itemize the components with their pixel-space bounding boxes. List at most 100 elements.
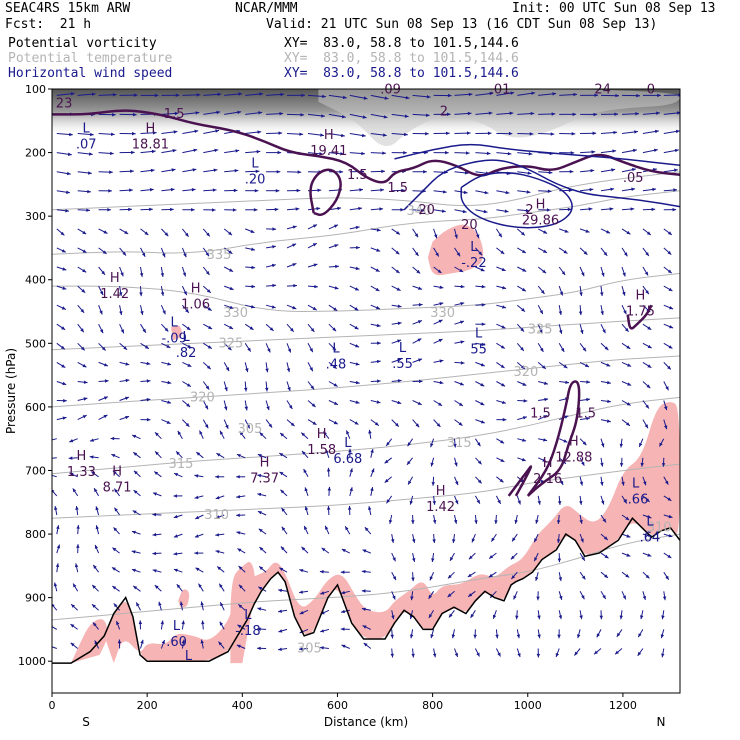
wind-vector <box>391 419 400 427</box>
wind-vector <box>454 340 465 344</box>
wind-vector <box>98 170 113 174</box>
wind-vector <box>203 92 222 97</box>
wind-vector-head <box>232 208 237 212</box>
wind-vector-head <box>345 526 349 531</box>
extremum-value: .60 <box>166 635 187 650</box>
wind-vector-head <box>664 406 668 411</box>
wind-vector <box>182 93 201 97</box>
wind-vector-head <box>522 416 527 420</box>
extremum-value: 1.33 <box>67 465 96 480</box>
wind-vector-head <box>133 585 138 590</box>
wind-vector-head <box>486 151 491 156</box>
wind-vector <box>496 342 506 349</box>
wind-vector-head <box>522 382 527 386</box>
wind-vector <box>182 304 190 314</box>
wind-vector-head <box>239 584 243 589</box>
wind-vector-head <box>69 473 74 477</box>
wind-vector <box>600 476 604 486</box>
wind-vector <box>579 228 590 233</box>
wind-vector <box>286 284 298 288</box>
wind-vector <box>98 228 108 234</box>
wind-vector-head <box>117 639 122 644</box>
wind-vector-head <box>661 615 665 620</box>
wind-vector <box>286 304 297 310</box>
wind-vector-head <box>380 188 384 192</box>
wind-vector-head <box>667 554 672 558</box>
wind-vector <box>341 548 351 554</box>
wind-vector <box>98 189 112 193</box>
wind-vector <box>433 247 440 257</box>
wind-vector <box>95 506 100 516</box>
wind-vector-head <box>259 432 264 437</box>
wind-vector-head <box>199 430 203 435</box>
wind-vector-head <box>556 520 561 524</box>
wind-vector-head <box>397 339 402 343</box>
wind-vector <box>131 550 141 554</box>
wind-vector <box>600 591 607 600</box>
wind-vector-head <box>535 519 539 524</box>
wind-vector <box>349 304 359 311</box>
wind-vector-head <box>120 272 124 277</box>
wind-vector <box>279 471 288 478</box>
wind-vector <box>558 572 562 582</box>
wind-vector <box>537 324 543 334</box>
wind-vector <box>600 438 605 448</box>
wind-vector-head <box>174 111 179 116</box>
wind-vector <box>579 571 586 580</box>
wind-vector-head <box>669 306 674 310</box>
wind-vector-head <box>447 112 451 116</box>
wind-vector-head <box>236 531 241 535</box>
wind-vector <box>537 247 548 254</box>
wind-vector <box>642 111 660 115</box>
wind-vector-head <box>478 251 483 256</box>
wind-vector <box>203 188 217 192</box>
wind-vector <box>328 94 347 100</box>
wind-vector <box>496 111 514 115</box>
wind-vector <box>600 286 604 297</box>
extremum-type: H <box>636 288 646 303</box>
wind-vector-head <box>467 111 472 116</box>
wind-vector <box>200 639 204 649</box>
wind-vector <box>236 644 246 649</box>
wind-vector-head <box>304 506 309 511</box>
wind-vector-head <box>460 320 464 324</box>
wind-vector-head <box>288 405 293 409</box>
wind-vector-head <box>517 653 521 657</box>
extremum-value: 1.75 <box>626 304 655 319</box>
wind-vector-head <box>355 225 360 230</box>
wind-vector-head <box>55 563 60 568</box>
extremum-value: 6.68 <box>333 452 362 467</box>
wind-vector <box>496 152 512 156</box>
wind-vector <box>201 620 205 630</box>
wind-vector-head <box>668 534 673 538</box>
wind-vector-head <box>428 594 432 599</box>
wind-vector-head <box>438 402 443 406</box>
wind-vector <box>245 304 256 309</box>
wind-vector-head <box>86 208 90 212</box>
wind-vector <box>454 419 463 427</box>
wind-vector-head <box>130 169 134 173</box>
field-xy-pv: XY= 83.0, 58.8 to 101.5,144.6 <box>284 36 519 51</box>
wind-vector <box>516 495 521 505</box>
wind-vector-head <box>83 397 88 401</box>
wind-vector <box>474 495 481 504</box>
extremum-marker: L55 <box>470 326 487 357</box>
wind-vector-head <box>152 551 157 556</box>
wind-vector-head <box>299 647 303 651</box>
wind-vector-head <box>460 302 465 306</box>
wind-vector-head <box>436 423 441 427</box>
wind-vector-head <box>61 306 66 310</box>
wind-vector <box>433 266 442 274</box>
wind-vector <box>370 400 381 404</box>
wind-vector-head <box>377 379 381 383</box>
wind-vector <box>236 475 246 479</box>
wind-vector <box>621 591 627 600</box>
wind-vector <box>370 468 375 477</box>
wind-vector <box>181 247 187 258</box>
wind-vector <box>152 569 162 573</box>
wind-vector <box>152 492 162 497</box>
wind-vector-head <box>459 268 464 272</box>
wind-vector <box>349 323 359 330</box>
org-label: NCAR/MMM <box>235 1 298 16</box>
wind-vector-head <box>63 399 67 403</box>
